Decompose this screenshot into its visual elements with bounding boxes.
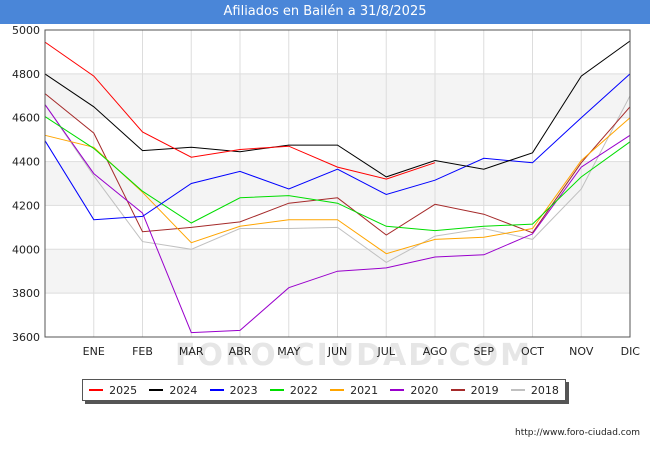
legend-swatch bbox=[89, 389, 104, 391]
x-tick-label: SEP bbox=[473, 345, 494, 358]
x-tick-label: AGO bbox=[423, 345, 448, 358]
series-line-2023 bbox=[44, 73, 631, 221]
y-tick-label: 4200 bbox=[12, 199, 40, 212]
y-tick-label: 3800 bbox=[12, 287, 40, 300]
series-line-2024 bbox=[44, 40, 631, 178]
y-tick-label: 4800 bbox=[12, 68, 40, 81]
x-tick-label: JUL bbox=[377, 345, 396, 358]
legend-label: 2021 bbox=[350, 383, 379, 397]
legend-item-2021: 2021 bbox=[330, 384, 378, 397]
legend: 2025 2024 2023 2022 2021 2020 2019 2018 bbox=[82, 379, 566, 401]
series-line-2018 bbox=[44, 95, 631, 263]
legend-item-2025: 2025 bbox=[89, 384, 137, 397]
x-tick-label: MAY bbox=[277, 345, 300, 358]
legend-swatch bbox=[510, 389, 525, 391]
legend-item-2019: 2019 bbox=[450, 383, 499, 397]
legend-label: 2025 bbox=[109, 383, 138, 397]
x-tick-label: ENE bbox=[83, 345, 105, 358]
legend-item-2024: 2024 bbox=[149, 384, 197, 397]
legend-swatch bbox=[269, 389, 284, 391]
y-tick-label: 5000 bbox=[12, 24, 40, 37]
x-tick-label: NOV bbox=[569, 345, 594, 358]
legend-swatch bbox=[390, 389, 405, 391]
legend-item-2018: 2018 bbox=[510, 383, 559, 397]
legend-swatch bbox=[450, 389, 465, 391]
chart-title: Afiliados en Bailén a 31/8/2025 bbox=[0, 0, 650, 24]
legend-swatch bbox=[149, 389, 164, 391]
y-tick-label: 4000 bbox=[12, 243, 40, 256]
series-line-2021 bbox=[44, 117, 631, 255]
legend-item-2022: 2022 bbox=[269, 383, 318, 397]
x-tick-label: OCT bbox=[521, 345, 544, 358]
legend-swatch bbox=[330, 389, 345, 391]
watermark: FORO-CIUDAD.COM bbox=[175, 338, 532, 373]
legend-label: 2018 bbox=[530, 383, 559, 397]
series-line-2020 bbox=[44, 104, 631, 334]
legend-label: 2024 bbox=[169, 383, 198, 397]
x-tick-label: DIC bbox=[621, 345, 641, 358]
series-line-2022 bbox=[44, 116, 631, 232]
legend-swatch bbox=[209, 389, 224, 391]
x-tick-label: ABR bbox=[229, 345, 252, 358]
source-credit: http://www.foro-ciudad.com bbox=[515, 428, 640, 438]
y-tick-label: 4400 bbox=[12, 156, 40, 169]
series-line-2019 bbox=[44, 93, 631, 236]
legend-label: 2019 bbox=[470, 383, 499, 397]
series-line-2025 bbox=[44, 41, 436, 180]
y-tick-label: 4600 bbox=[12, 112, 40, 125]
legend-item-2023: 2023 bbox=[209, 383, 258, 397]
legend-label: 2020 bbox=[410, 383, 439, 397]
y-tick-label: 3600 bbox=[12, 331, 40, 344]
x-tick-label: MAR bbox=[179, 345, 204, 358]
x-tick-label: FEB bbox=[132, 345, 153, 358]
legend-item-2020: 2020 bbox=[390, 384, 438, 397]
x-tick-label: JUN bbox=[327, 345, 348, 358]
legend-label: 2023 bbox=[229, 383, 258, 397]
legend-label: 2022 bbox=[289, 383, 318, 397]
